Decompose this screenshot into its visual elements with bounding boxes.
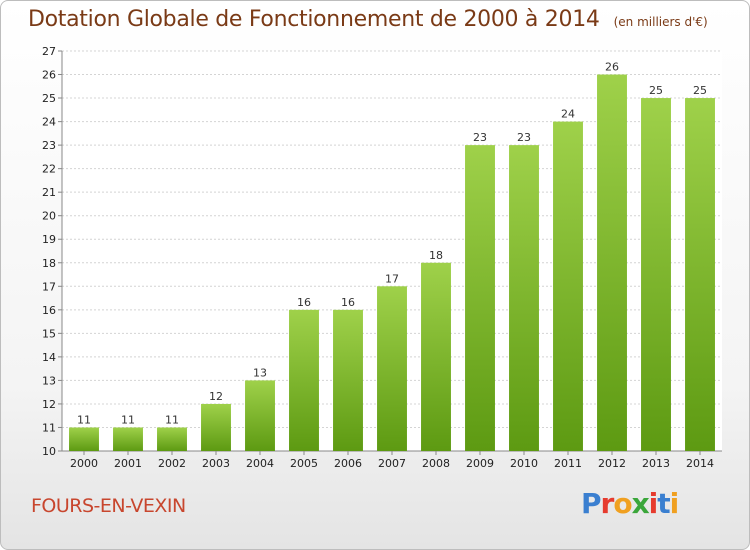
axis-layer: 10 11 12 13 14 15 16 17 18 19 20 21 22 23 24 25 26 27 2000… [42,45,722,470]
logo-letter: r [600,487,615,520]
x-tick-label-2010: 2010 [510,457,538,470]
x-tick-label-2012: 2012 [598,457,626,470]
y-tick-label: 10 [42,445,56,458]
bar-2000 [69,427,99,451]
x-tick-label-2004: 2004 [246,457,274,470]
data-label-2008: 18 [429,249,443,262]
y-tick-label: 18 [42,257,56,270]
bar-2013 [641,98,671,451]
y-tick-label: 14 [42,351,56,364]
x-tick-label-2005: 2005 [290,457,318,470]
chart-title: Dotation Globale de Fonctionnement de 20… [28,7,708,32]
bar-2012 [597,74,627,451]
y-tick-label: 12 [42,398,56,411]
bar-2001 [113,427,143,451]
y-tick-label: 19 [42,233,56,246]
data-label-2006: 16 [341,296,355,309]
data-label-2002: 11 [165,413,179,426]
data-label-2009: 23 [473,131,487,144]
data-label-2005: 16 [297,296,311,309]
y-tick-label: 17 [42,280,56,293]
x-tick-label-2011: 2011 [554,457,582,470]
chart-title-text: Dotation Globale de Fonctionnement de 20… [28,7,600,32]
x-tick-label-2014: 2014 [686,457,714,470]
data-label-2000: 11 [77,413,91,426]
y-tick-label: 27 [42,45,56,58]
y-tick-label: 26 [42,69,56,82]
x-tick-label-2000: 2000 [70,457,98,470]
bar-2002 [157,427,187,451]
y-tick-label: 24 [42,116,56,129]
data-label-2004: 13 [253,366,267,379]
unit-note: (en milliers d'€) [613,15,708,29]
y-tick-label: 15 [42,327,56,340]
x-tick-label-2013: 2013 [642,457,670,470]
bar-2008 [421,262,451,451]
logo-letter: i [648,487,659,520]
y-tick-label: 21 [42,186,56,199]
y-tick-label: 11 [42,421,56,434]
data-label-2011: 24 [561,108,575,121]
logo-letter: o [613,487,632,520]
data-label-2013: 25 [649,84,663,97]
y-tick-label: 23 [42,139,56,152]
x-tick-label-2008: 2008 [422,457,450,470]
logo-letter: t [657,487,670,520]
bar-2006 [333,309,363,451]
y-tick-label: 13 [42,374,56,387]
y-tick-label: 20 [42,210,56,223]
data-label-2014: 25 [693,84,707,97]
data-label-2010: 23 [517,131,531,144]
x-tick-label-2006: 2006 [334,457,362,470]
bar-2005 [289,309,319,451]
y-tick-label: 25 [42,92,56,105]
x-tick-label-2001: 2001 [114,457,142,470]
y-tick-label: 22 [42,163,56,176]
data-label-2001: 11 [121,413,135,426]
bar-2009 [465,145,495,451]
x-tick-label-2009: 2009 [466,457,494,470]
x-tick-label-2007: 2007 [378,457,406,470]
x-tick-label-2002: 2002 [158,457,186,470]
data-label-2003: 12 [209,390,223,403]
data-label-2007: 17 [385,272,399,285]
logo-letter: i [669,487,680,520]
bar-2014 [685,98,715,451]
bar-2007 [377,286,407,451]
data-label-2012: 26 [605,61,619,74]
y-tick-label: 16 [42,304,56,317]
bar-2010 [509,145,539,451]
bar-2004 [245,380,275,451]
bar-2003 [201,403,231,451]
logo-letter: P [581,487,602,520]
proxiti-logo: Proxiti [581,487,680,520]
bar-2011 [553,121,583,452]
logo-letter: x [631,487,650,520]
x-tick-label-2003: 2003 [202,457,230,470]
commune-name: FOURS-EN-VEXIN [31,495,186,517]
bar-layer: 11 11 11 12 13 16 16 17 18 23 23 24 26 25 25 [69,61,715,452]
